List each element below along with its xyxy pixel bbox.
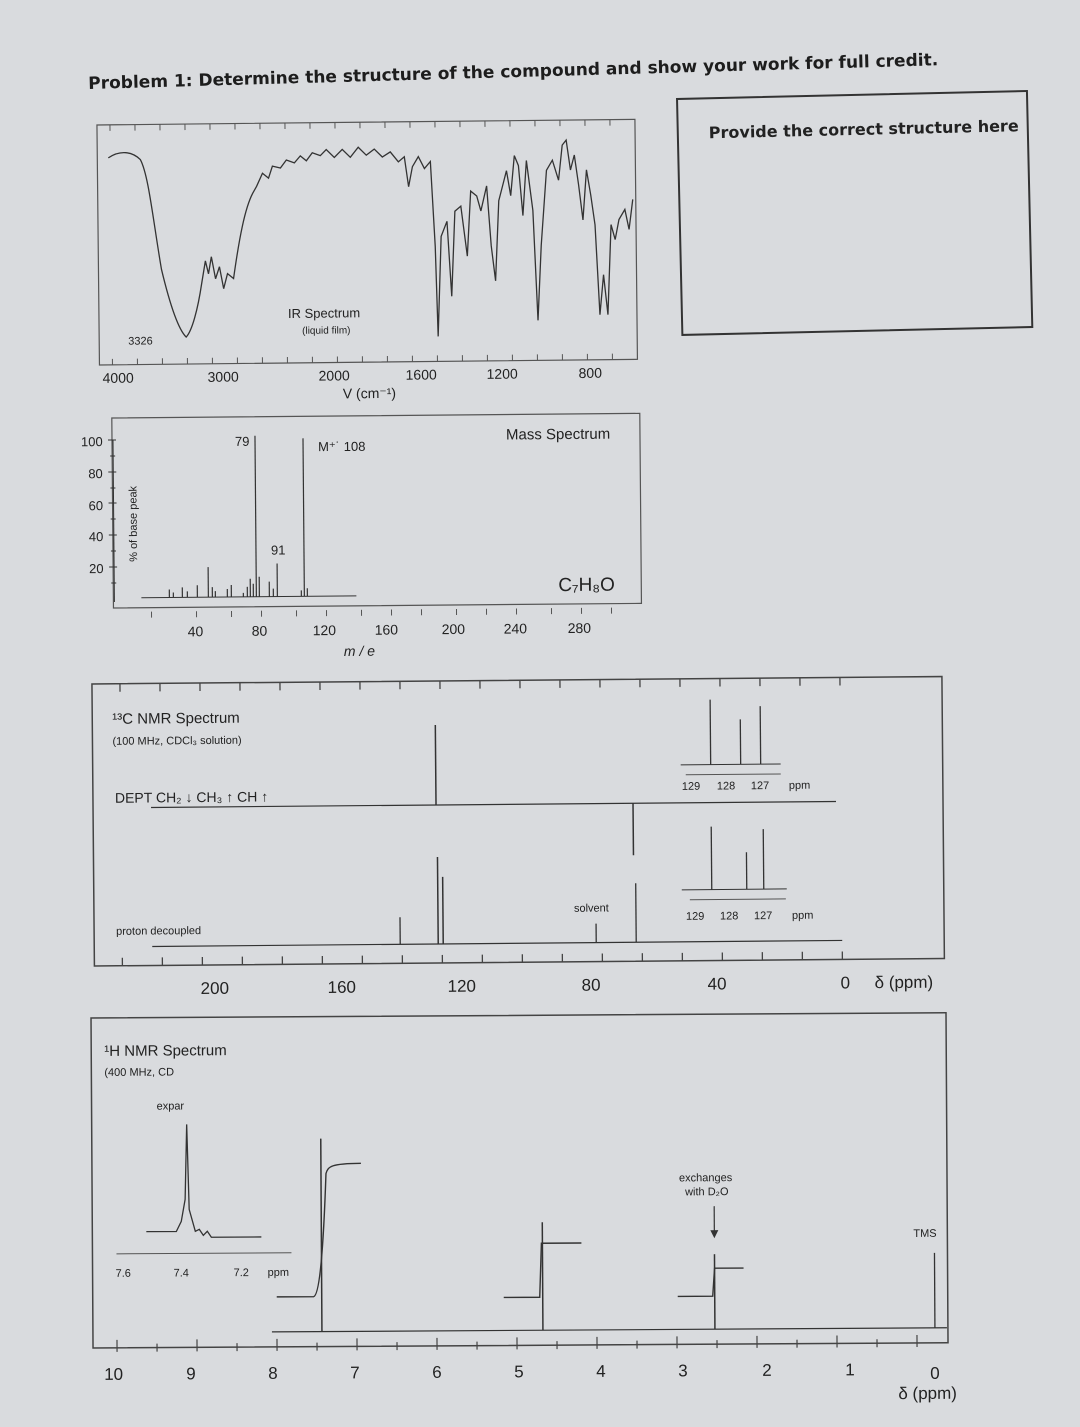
- answer-box[interactable]: Provide the correct structure here: [676, 90, 1034, 336]
- h1-inset-tick-7.6: 7.6: [116, 1268, 131, 1280]
- ir-tick-1600: 1600: [405, 366, 437, 382]
- ms-y-tick-40: 40: [89, 529, 104, 544]
- ir-tick-1200: 1200: [486, 366, 518, 382]
- h1-x-tick-2: 2: [762, 1361, 772, 1380]
- h1-x-tick-8: 8: [268, 1364, 278, 1383]
- h1-x-tick-1: 1: [845, 1360, 855, 1379]
- h1-x-tick-7: 7: [350, 1363, 360, 1382]
- ms-x-tick-240: 240: [504, 620, 528, 636]
- c13-subtitle: (100 MHz, CDCl₃ solution): [112, 735, 241, 748]
- c13-x-unit: δ (ppm): [875, 973, 934, 993]
- h1-aromatic-inset: 7.6 7.4 7.2 ppm: [116, 1124, 292, 1280]
- c13-solvent-label: solvent: [574, 902, 609, 914]
- c13-decoupled-label: proton decoupled: [116, 925, 201, 938]
- ms-x-tick-160: 160: [375, 621, 399, 637]
- ir-subtitle: (liquid film): [302, 325, 350, 337]
- c13-x-tick-40: 40: [708, 974, 727, 993]
- dec-inset-tick-127: 127: [754, 910, 772, 922]
- ir-x-label: V (cm⁻¹): [343, 385, 396, 402]
- ms-y-tick-80: 80: [88, 466, 103, 481]
- ms-title: Mass Spectrum: [506, 426, 610, 444]
- h1-x-tick-4: 4: [596, 1362, 606, 1381]
- ms-y-tick-100: 100: [81, 434, 103, 449]
- ms-formula: C₇H₈O: [558, 575, 615, 596]
- h1-integral-oh: [677, 1267, 744, 1298]
- ir-tick-800: 800: [578, 365, 602, 381]
- dept-inset-tick-128: 128: [717, 780, 735, 792]
- h1-peak-aromatic: [320, 1138, 323, 1332]
- h1-title: ¹H NMR Spectrum: [104, 1042, 227, 1060]
- h1-x-unit: δ (ppm): [898, 1384, 957, 1403]
- ms-peak-label-79: 79: [235, 434, 250, 449]
- ir-tick-2000: 2000: [319, 367, 351, 383]
- ms-molecular-ion: M⁺˙ 108: [318, 439, 365, 454]
- h1-x-tick-0: 0: [930, 1364, 940, 1383]
- ms-y-label: % of base peak: [127, 485, 140, 561]
- c13-x-tick-80: 80: [582, 976, 601, 995]
- ms-y-tick-60: 60: [89, 498, 104, 513]
- h1-subtitle: (400 MHz, CD: [104, 1066, 174, 1078]
- ms-x-tick-280: 280: [568, 620, 592, 636]
- ms-x-tick-120: 120: [313, 622, 337, 638]
- c13-peak: [635, 883, 637, 943]
- ms-y-tick-20: 20: [89, 561, 104, 576]
- c13-dept-inset: 129 128 127 ppm: [680, 699, 810, 793]
- h1-integral-ch2: [503, 1242, 582, 1299]
- ms-peaks: [168, 435, 308, 598]
- h1-inset-tick-7.4: 7.4: [174, 1267, 189, 1279]
- ms-peak-79: [254, 435, 257, 597]
- dec-inset-tick-129: 129: [686, 911, 704, 923]
- c13-x-tick-200: 200: [201, 979, 230, 998]
- h1-tms-label: TMS: [913, 1228, 936, 1240]
- h1-inset-unit: ppm: [268, 1267, 289, 1279]
- answer-prompt: Provide the correct structure here: [708, 116, 1019, 143]
- c13-peak: [441, 876, 444, 944]
- h1-integral-aromatic: [276, 1162, 361, 1298]
- ms-peak-108: [302, 438, 305, 597]
- h1-peak-ch2: [541, 1222, 544, 1331]
- dec-inset-unit: ppm: [792, 910, 814, 922]
- h1-inset-tick-7.2: 7.2: [234, 1267, 249, 1279]
- h1-x-tick-3: 3: [678, 1361, 688, 1380]
- h1-x-tick-10: 10: [104, 1365, 123, 1384]
- h1-x-tick-6: 6: [432, 1363, 442, 1382]
- c13-frame: ¹³C NMR Spectrum (100 MHz, CDCl₃ solutio…: [91, 675, 946, 998]
- dept-peak-ch: [434, 724, 437, 805]
- ir-tick-4000: 4000: [103, 370, 135, 386]
- h1-exchange-label-1: exchanges: [679, 1172, 733, 1184]
- h1-x-tick-5: 5: [514, 1362, 524, 1381]
- ms-x-tick-80: 80: [252, 623, 268, 639]
- ir-trace: [107, 138, 634, 338]
- h1-x-tick-9: 9: [186, 1364, 196, 1383]
- c13-dept-label: DEPT CH₂ ↓ CH₃ ↑ CH ↑: [115, 788, 268, 805]
- problem-title: Problem 1: Determine the structure of th…: [88, 50, 939, 94]
- dept-inset-tick-127: 127: [751, 780, 769, 792]
- c13-x-tick-160: 160: [328, 978, 357, 997]
- ir-frame: IR Spectrum (liquid film) 3326 4000 3000…: [96, 118, 639, 402]
- dept-inset-tick-129: 129: [682, 781, 700, 793]
- h1-frame: ¹H NMR Spectrum (400 MHz, CD expar 7.6 7…: [90, 1012, 957, 1403]
- h1-exchange-arrowhead: [710, 1230, 719, 1239]
- ms-x-tick-200: 200: [442, 621, 466, 637]
- c13-peak: [436, 856, 439, 944]
- ir-peak-label: 3326: [128, 335, 153, 347]
- ms-peak-label-91: 91: [271, 542, 286, 557]
- dec-inset-tick-128: 128: [720, 910, 738, 922]
- ms-x-tick-40: 40: [188, 623, 204, 639]
- ms-frame: 100 80 60 40 20 % of base peak: [81, 412, 643, 659]
- dept-inset-unit: ppm: [789, 780, 811, 792]
- c13-title: ¹³C NMR Spectrum: [112, 710, 240, 728]
- c13-x-tick-120: 120: [448, 977, 477, 996]
- ir-title: IR Spectrum: [288, 305, 360, 321]
- ir-tick-3000: 3000: [208, 369, 240, 385]
- c13-decoupled-inset: 129 128 127 ppm: [681, 826, 813, 923]
- h1-exchange-label-2: with D₂O: [684, 1186, 729, 1198]
- c13-x-tick-0: 0: [841, 973, 851, 992]
- h1-expand-label: expar: [157, 1100, 185, 1112]
- ms-x-label: m / e: [344, 643, 375, 659]
